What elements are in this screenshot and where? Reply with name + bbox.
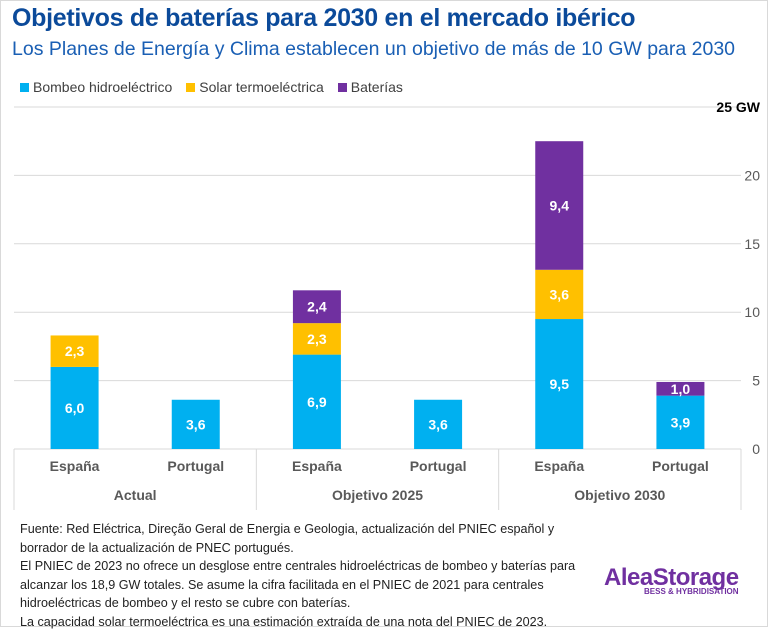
bar-data-label: 3,6 [428,416,448,432]
y-tick-label: 15 [744,236,760,252]
note-pniec: El PNIEC de 2023 no ofrece un desglose e… [20,557,580,613]
x-tick-label: Portugal [652,458,709,474]
note-source: Fuente: Red Eléctrica, Direção Geral de … [20,520,580,557]
x-tick-label: Portugal [410,458,467,474]
bar-data-label: 3,9 [671,414,691,430]
bar-data-label: 6,9 [307,394,327,410]
y-tick-label: 20 [744,167,760,183]
bar-data-label: 3,6 [186,416,206,432]
bar-data-label: 6,0 [65,400,85,416]
bar-data-label: 2,3 [307,331,327,347]
group-label: Objetivo 2030 [574,487,665,503]
bar-data-label: 2,3 [65,343,85,359]
note-solar: La capacidad solar termoeléctrica es una… [20,613,580,631]
x-tick-label: España [292,458,342,474]
x-tick-label: España [534,458,584,474]
x-tick-label: España [50,458,100,474]
y-tick-label: 0 [752,441,760,457]
bar-data-label: 9,4 [550,197,570,213]
bar-data-label: 2,4 [307,299,327,315]
bar-data-label: 9,5 [550,376,570,392]
footnotes: Fuente: Red Eléctrica, Direção Geral de … [20,520,580,631]
bar-data-label: 3,6 [550,286,570,302]
y-tick-label: 25 GW [716,99,760,115]
y-tick-label: 10 [744,304,760,320]
y-tick-label: 5 [752,373,760,389]
group-label: Objetivo 2025 [332,487,423,503]
x-tick-label: Portugal [167,458,224,474]
group-label: Actual [114,487,157,503]
alea-storage-logo: AleaStorage BESS & HYBRIDISATION [604,564,739,596]
bar-data-label: 1,0 [671,381,691,397]
